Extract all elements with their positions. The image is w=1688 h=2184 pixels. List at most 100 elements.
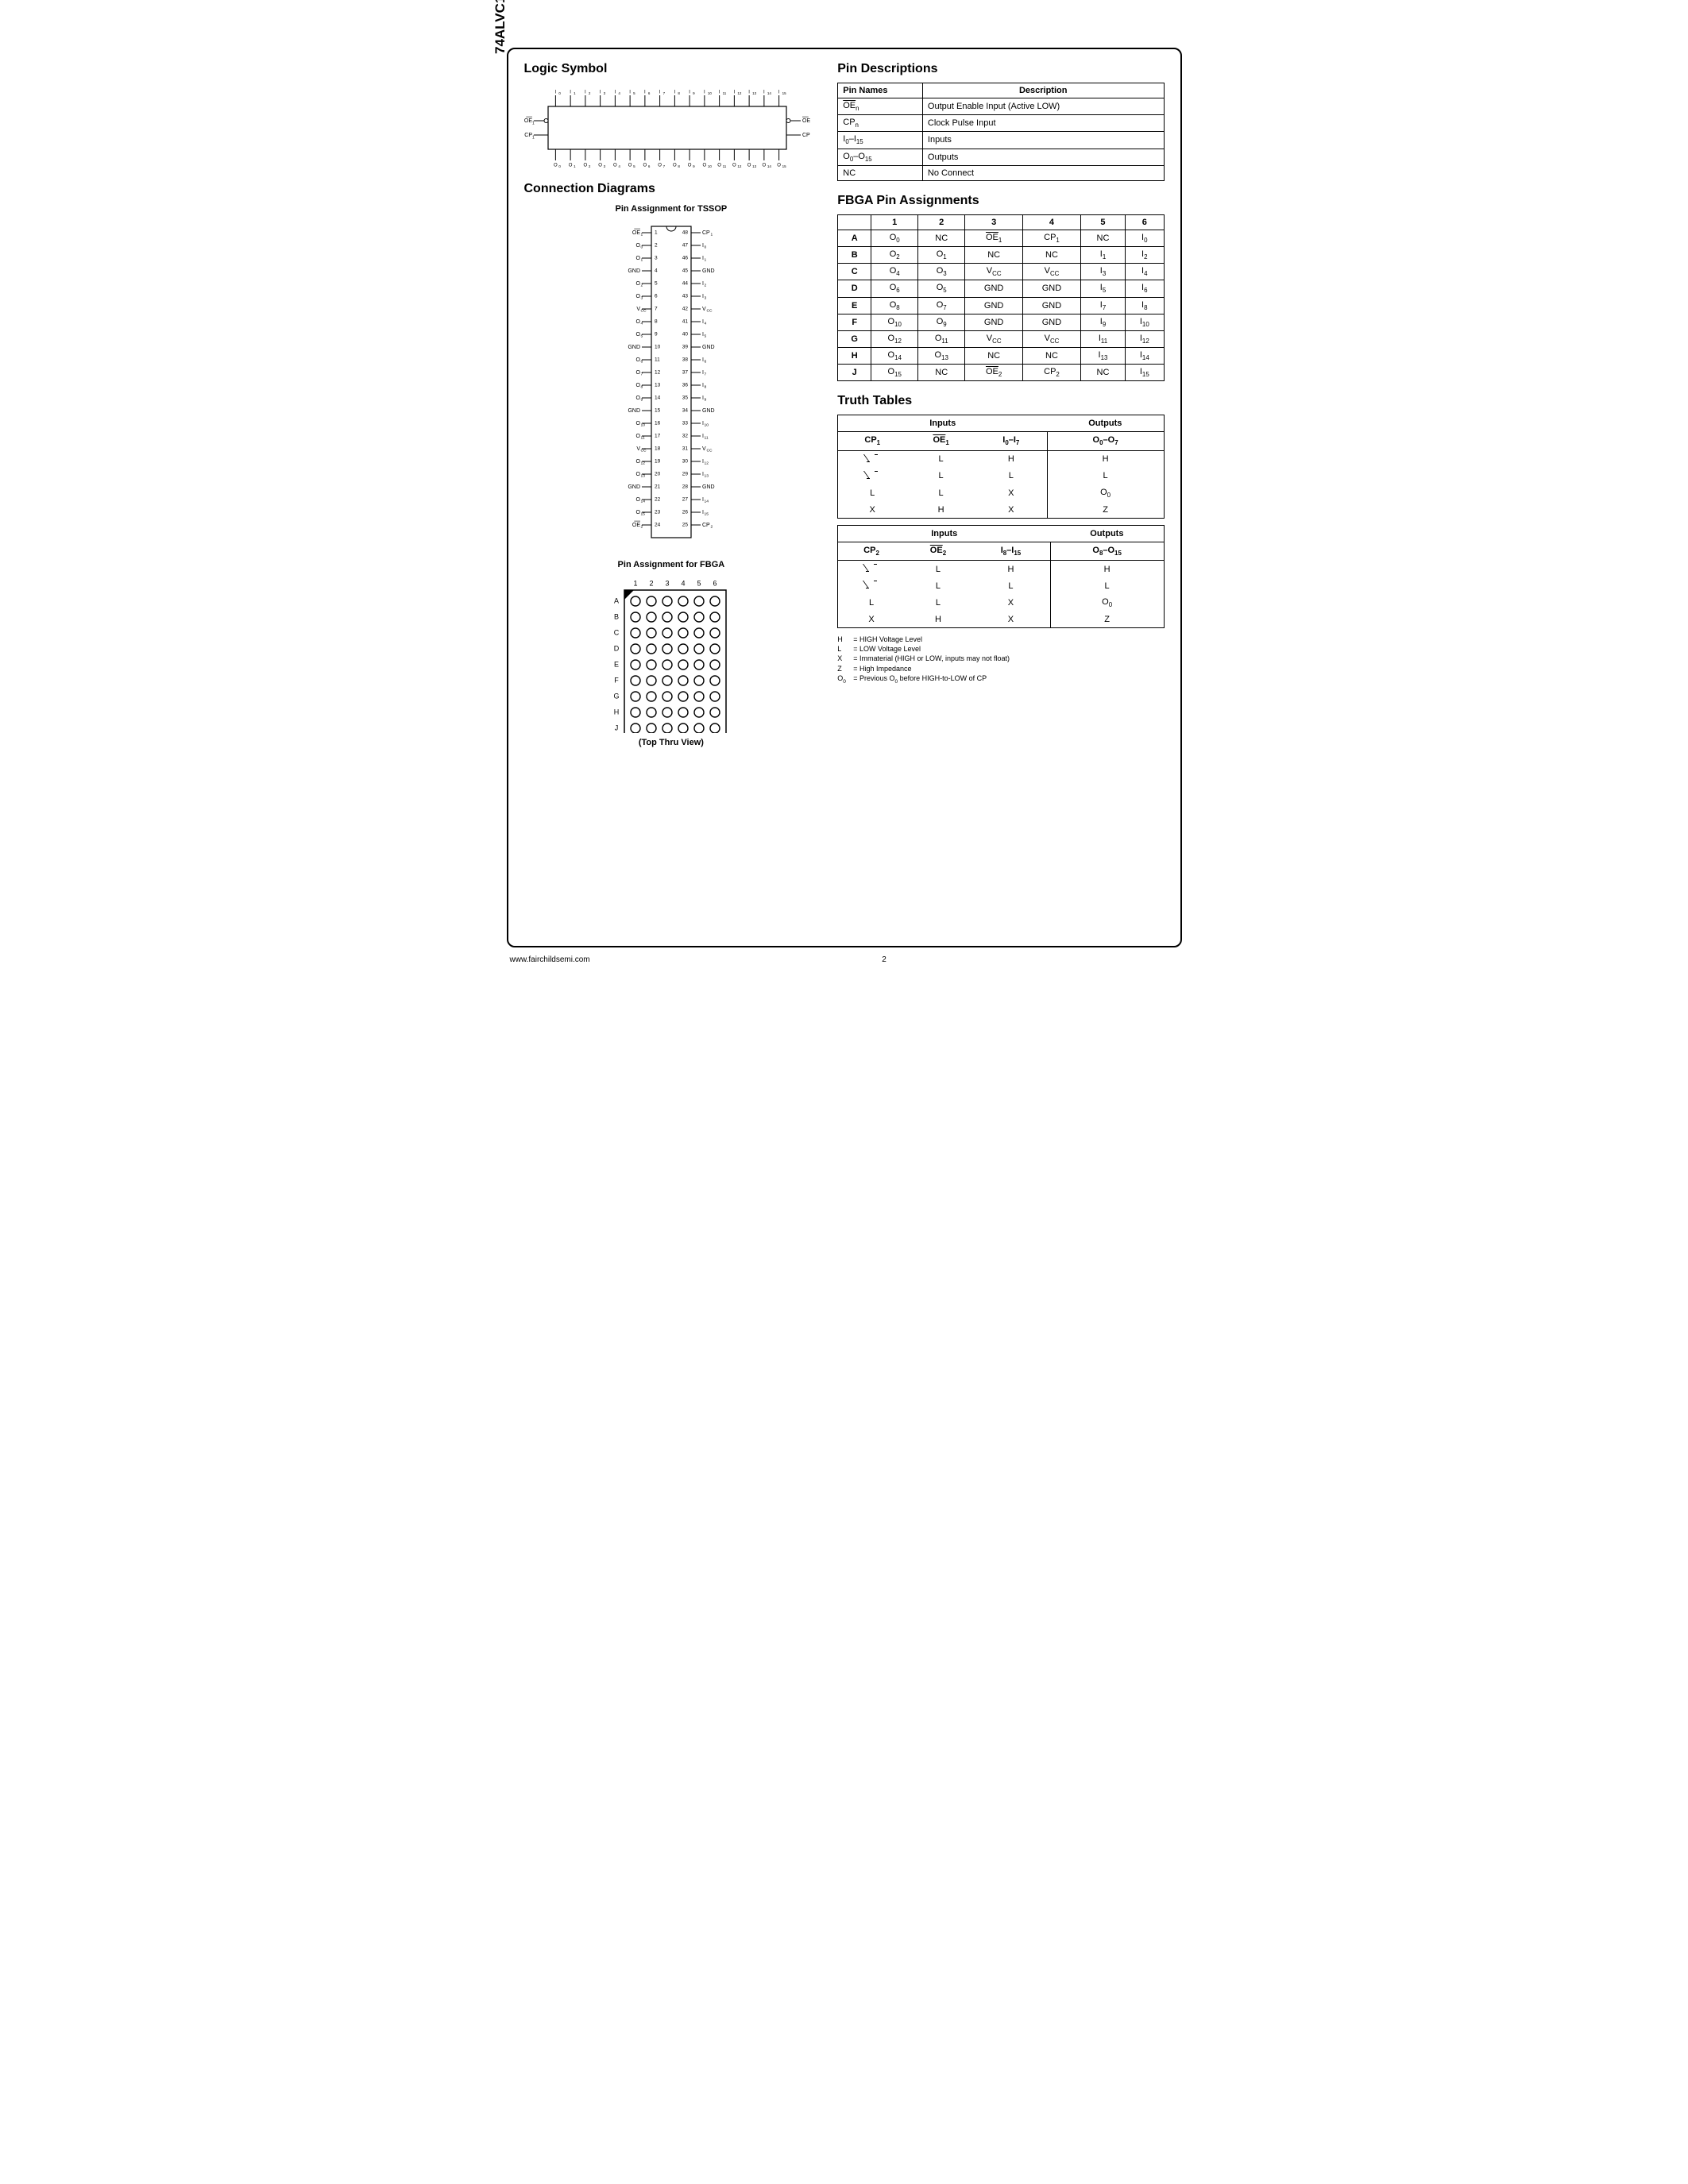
svg-text:28: 28: [682, 484, 689, 490]
svg-text:3: 3: [603, 91, 605, 95]
svg-text:1: 1: [532, 135, 535, 140]
svg-text:I: I: [614, 91, 616, 95]
svg-text:6: 6: [655, 294, 658, 299]
svg-text:4: 4: [704, 321, 706, 326]
content-frame: Logic Symbol I0I1I2I3I4I5I6I7I8I9I10I11I…: [507, 48, 1182, 947]
svg-text:32: 32: [682, 434, 689, 439]
svg-text:1: 1: [655, 230, 658, 236]
heading-fbga-assignments: FBGA Pin Assignments: [837, 194, 1164, 208]
svg-text:O: O: [568, 164, 572, 168]
svg-text:14: 14: [640, 499, 645, 504]
svg-text:6: 6: [704, 359, 706, 364]
svg-text:42: 42: [682, 307, 689, 312]
svg-text:I: I: [748, 91, 750, 95]
truth-tables: InputsOutputsCP1OE1I0–I7O0–O7LHHLLLLLXO0…: [837, 415, 1164, 628]
svg-text:4: 4: [618, 164, 620, 168]
footer-url: www.fairchildsemi.com: [510, 955, 590, 964]
svg-text:10: 10: [655, 345, 661, 350]
svg-text:47: 47: [682, 243, 689, 249]
svg-text:5: 5: [633, 164, 635, 168]
svg-text:6: 6: [640, 359, 643, 364]
svg-text:GND: GND: [702, 268, 715, 274]
svg-text:11: 11: [655, 357, 660, 363]
svg-text:13: 13: [704, 473, 709, 478]
svg-text:1: 1: [640, 257, 643, 262]
svg-text:J: J: [615, 723, 619, 731]
svg-text:1: 1: [633, 579, 637, 587]
svg-text:CP: CP: [702, 523, 710, 528]
svg-text:3: 3: [640, 295, 643, 300]
svg-text:24: 24: [655, 523, 661, 528]
tssop-diagram: 1OE12O03O14GND5O26O37VCC8O49O510GND11O61…: [524, 218, 819, 552]
svg-text:17: 17: [655, 434, 661, 439]
svg-text:5: 5: [640, 334, 643, 338]
svg-text:OE: OE: [632, 523, 640, 528]
svg-text:13: 13: [752, 91, 757, 95]
svg-text:25: 25: [682, 523, 689, 528]
svg-text:O: O: [747, 164, 751, 168]
svg-text:9: 9: [693, 91, 695, 95]
svg-text:I: I: [718, 91, 720, 95]
svg-text:G: G: [613, 692, 619, 700]
svg-text:11: 11: [722, 91, 726, 95]
svg-text:V: V: [702, 446, 706, 452]
svg-text:V: V: [702, 307, 706, 312]
fbga-assignments-table: 123456AO0NCOE1CP1NCI0BO2O1NCNCI1I2CO4O3V…: [837, 214, 1164, 382]
svg-text:9: 9: [704, 397, 706, 402]
svg-text:33: 33: [682, 421, 689, 426]
svg-text:I: I: [689, 91, 690, 95]
svg-text:15: 15: [782, 164, 786, 168]
svg-text:OE: OE: [632, 230, 640, 236]
svg-text:14: 14: [655, 396, 661, 401]
svg-text:A: A: [614, 596, 619, 604]
svg-text:21: 21: [655, 484, 661, 490]
svg-text:2: 2: [588, 91, 590, 95]
svg-text:8: 8: [678, 91, 680, 95]
svg-text:14: 14: [767, 164, 771, 168]
svg-text:43: 43: [682, 294, 689, 299]
svg-text:3: 3: [603, 164, 605, 168]
svg-text:11: 11: [704, 435, 708, 440]
heading-logic-symbol: Logic Symbol: [524, 62, 819, 76]
svg-text:44: 44: [682, 281, 689, 287]
svg-text:I: I: [778, 91, 779, 95]
svg-text:0: 0: [704, 245, 706, 249]
svg-text:13: 13: [752, 164, 757, 168]
svg-text:0: 0: [640, 245, 643, 249]
svg-text:7: 7: [662, 164, 665, 168]
svg-text:GND: GND: [628, 345, 640, 350]
svg-text:35: 35: [682, 396, 689, 401]
pin-descriptions-table: Pin NamesDescriptionOEnOutput Enable Inp…: [837, 83, 1164, 181]
svg-text:16: 16: [655, 421, 661, 426]
svg-text:34: 34: [682, 408, 689, 414]
svg-text:5: 5: [655, 281, 658, 287]
svg-text:I: I: [674, 91, 675, 95]
svg-text:45: 45: [682, 268, 689, 274]
svg-text:41: 41: [682, 319, 689, 325]
svg-text:CC: CC: [640, 308, 647, 313]
svg-text:O: O: [658, 164, 662, 168]
svg-text:2: 2: [655, 243, 658, 249]
svg-text:CC: CC: [706, 308, 713, 313]
svg-text:15: 15: [640, 511, 645, 516]
svg-text:9: 9: [640, 397, 643, 402]
svg-text:8: 8: [678, 164, 680, 168]
svg-text:2: 2: [588, 164, 590, 168]
fbga-caption: (Top Thru View): [524, 738, 819, 747]
svg-text:GND: GND: [628, 268, 640, 274]
svg-text:8: 8: [704, 384, 706, 389]
svg-text:6: 6: [713, 579, 717, 587]
svg-text:11: 11: [722, 164, 726, 168]
svg-text:GND: GND: [702, 484, 715, 490]
svg-text:3: 3: [655, 256, 658, 261]
svg-text:7: 7: [655, 307, 658, 312]
svg-text:CP: CP: [524, 133, 532, 138]
svg-text:11: 11: [640, 435, 644, 440]
logic-symbol-diagram: I0I1I2I3I4I5I6I7I8I9I10I11I12I13I14I15O0…: [524, 83, 819, 180]
svg-text:H: H: [614, 708, 620, 716]
svg-text:I: I: [704, 91, 705, 95]
svg-text:7: 7: [662, 91, 665, 95]
svg-text:13: 13: [640, 473, 645, 478]
svg-text:46: 46: [682, 256, 689, 261]
heading-truth-tables: Truth Tables: [837, 394, 1164, 408]
